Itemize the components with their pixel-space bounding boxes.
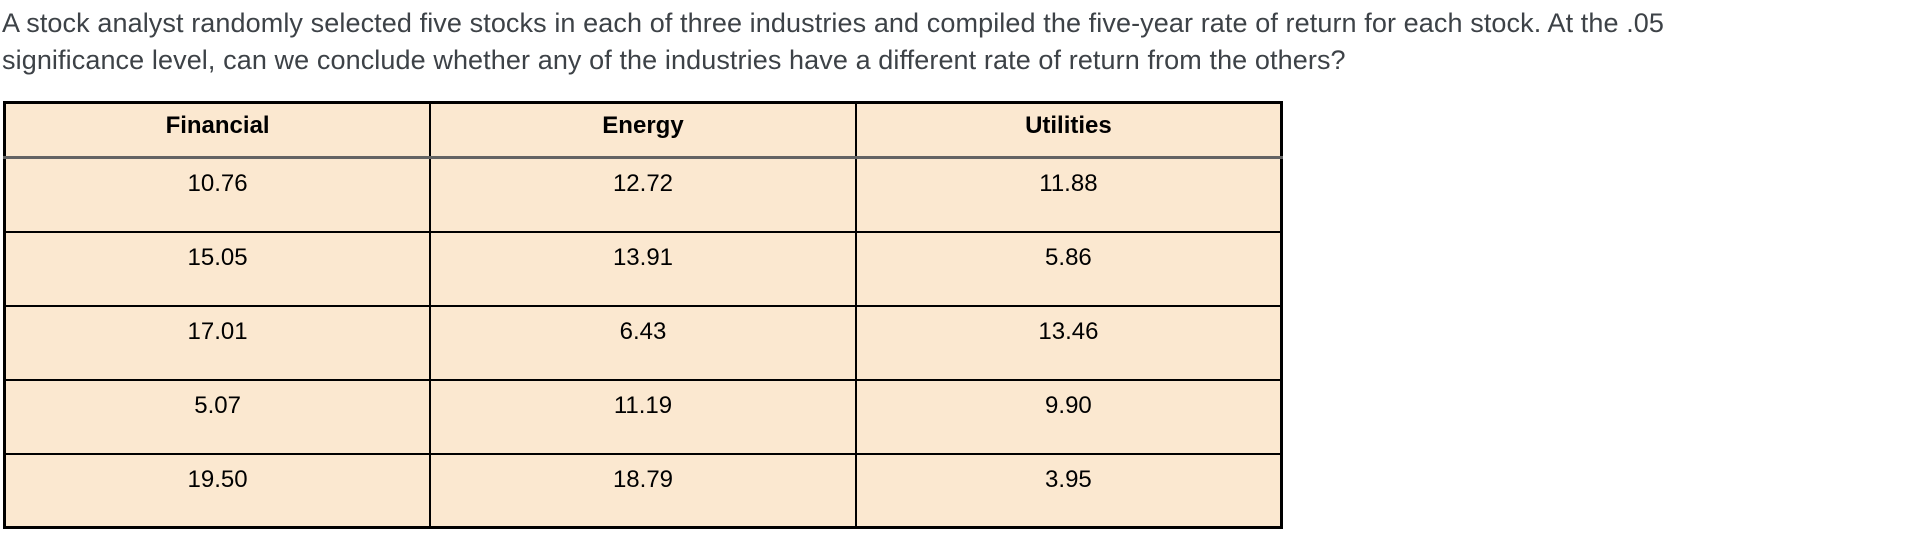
- table-row: 19.50 18.79 3.95: [3, 452, 1283, 529]
- table-cell-utilities-3: 13.46: [854, 304, 1283, 381]
- table-row: 5.07 11.19 9.90: [3, 378, 1283, 455]
- table-cell-financial-5: 19.50: [3, 452, 432, 529]
- table-cell-financial-1: 10.76: [3, 156, 432, 233]
- table-cell-financial-4: 5.07: [3, 378, 432, 455]
- table-cell-utilities-4: 9.90: [854, 378, 1283, 455]
- column-header-utilities: Utilities: [854, 101, 1283, 159]
- table-cell-energy-3: 6.43: [429, 304, 857, 381]
- question-line-1: A stock analyst randomly selected five s…: [2, 8, 1665, 38]
- table-cell-energy-5: 18.79: [429, 452, 857, 529]
- table-cell-utilities-1: 11.88: [854, 156, 1283, 233]
- question-line-2: significance level, can we conclude whet…: [2, 45, 1346, 75]
- table-cell-energy-2: 13.91: [429, 230, 857, 307]
- column-header-financial: Financial: [3, 101, 432, 159]
- table-cell-utilities-2: 5.86: [854, 230, 1283, 307]
- table-cell-utilities-5: 3.95: [854, 452, 1283, 529]
- returns-table: Financial Energy Utilities 10.76 12.72 1…: [3, 101, 1283, 529]
- table-cell-financial-3: 17.01: [3, 304, 432, 381]
- table-row: 10.76 12.72 11.88: [3, 156, 1283, 233]
- table-row: 17.01 6.43 13.46: [3, 304, 1283, 381]
- question-text: A stock analyst randomly selected five s…: [2, 5, 1664, 79]
- table-cell-energy-1: 12.72: [429, 156, 857, 233]
- table-row: 15.05 13.91 5.86: [3, 230, 1283, 307]
- column-header-energy: Energy: [429, 101, 857, 159]
- table-cell-financial-2: 15.05: [3, 230, 432, 307]
- table-header-row: Financial Energy Utilities: [3, 101, 1283, 159]
- table-cell-energy-4: 11.19: [429, 378, 857, 455]
